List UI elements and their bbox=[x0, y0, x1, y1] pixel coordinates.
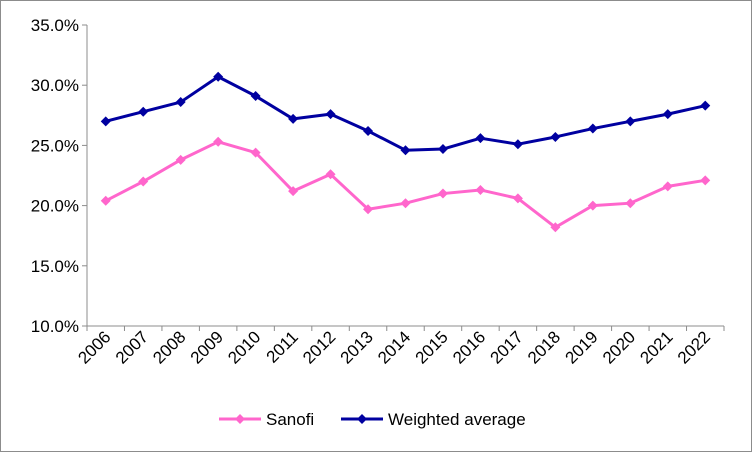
x-tick-label: 2011 bbox=[263, 327, 302, 366]
x-tick-label: 2006 bbox=[74, 327, 114, 367]
legend-item: Weighted average bbox=[341, 410, 526, 429]
y-tick-label: 25.0% bbox=[31, 136, 79, 155]
data-point bbox=[550, 131, 561, 142]
data-point bbox=[325, 169, 336, 180]
data-point bbox=[662, 181, 673, 192]
x-tick-label: 2013 bbox=[337, 327, 377, 367]
data-point bbox=[213, 136, 224, 147]
x-axis-ticks: 2006200720082009201020112012201320142015… bbox=[74, 326, 725, 368]
y-tick-label: 15.0% bbox=[31, 257, 79, 276]
data-point bbox=[475, 133, 486, 144]
x-tick-label: 2019 bbox=[561, 327, 601, 367]
x-tick-label: 2017 bbox=[487, 327, 527, 367]
y-axis-ticks: 10.0% 15.0% 20.0% 25.0% 30.0% 35.0% bbox=[31, 16, 87, 336]
data-point bbox=[175, 97, 186, 108]
data-point bbox=[700, 100, 711, 111]
data-point bbox=[512, 139, 523, 150]
data-point bbox=[437, 144, 448, 155]
x-tick-label: 2020 bbox=[599, 327, 639, 367]
data-point bbox=[512, 193, 523, 204]
data-point bbox=[250, 91, 261, 102]
data-point bbox=[625, 198, 636, 209]
data-point bbox=[288, 113, 299, 124]
data-point bbox=[662, 109, 673, 120]
y-tick-label: 10.0% bbox=[31, 317, 79, 336]
data-point bbox=[587, 200, 598, 211]
legend-item: Sanofi bbox=[219, 410, 314, 429]
data-point bbox=[175, 154, 186, 165]
y-tick-label: 20.0% bbox=[31, 197, 79, 216]
y-tick-label: 30.0% bbox=[31, 76, 79, 95]
data-point bbox=[100, 195, 111, 206]
legend-marker bbox=[357, 414, 367, 424]
x-tick-label: 2016 bbox=[449, 327, 489, 367]
series-weighted-average bbox=[100, 71, 711, 156]
data-point bbox=[700, 175, 711, 186]
series-line bbox=[105, 75, 706, 152]
data-point bbox=[363, 125, 374, 136]
data-point bbox=[138, 106, 149, 117]
data-point bbox=[437, 188, 448, 199]
legend-marker bbox=[235, 414, 245, 424]
x-tick-label: 2018 bbox=[524, 327, 564, 367]
x-tick-label: 2014 bbox=[374, 327, 414, 367]
data-point bbox=[213, 71, 224, 82]
series-layer bbox=[100, 71, 711, 233]
axes bbox=[86, 25, 724, 327]
x-tick-label: 2012 bbox=[299, 327, 339, 367]
data-point bbox=[100, 116, 111, 127]
data-point bbox=[138, 176, 149, 187]
legend: Sanofi Weighted average bbox=[219, 410, 526, 429]
data-point bbox=[250, 147, 261, 158]
data-point bbox=[288, 186, 299, 197]
legend-label: Sanofi bbox=[266, 410, 314, 429]
x-tick-label: 2009 bbox=[187, 327, 227, 367]
x-tick-label: 2015 bbox=[412, 327, 452, 367]
y-tick-label: 35.0% bbox=[31, 16, 79, 35]
x-tick-label: 2007 bbox=[112, 327, 152, 367]
data-point bbox=[325, 109, 336, 120]
data-point bbox=[363, 204, 374, 215]
x-tick-label: 2021 bbox=[636, 327, 676, 367]
legend-label: Weighted average bbox=[388, 410, 526, 429]
series-sanofi bbox=[100, 136, 711, 233]
x-tick-label: 2010 bbox=[224, 327, 264, 367]
x-tick-label: 2008 bbox=[149, 327, 189, 367]
x-tick-label: 2022 bbox=[674, 327, 714, 367]
data-point bbox=[587, 123, 598, 134]
data-point bbox=[475, 184, 486, 195]
data-point bbox=[625, 116, 636, 127]
data-point bbox=[400, 145, 411, 156]
data-point bbox=[400, 198, 411, 209]
data-point bbox=[550, 222, 561, 233]
